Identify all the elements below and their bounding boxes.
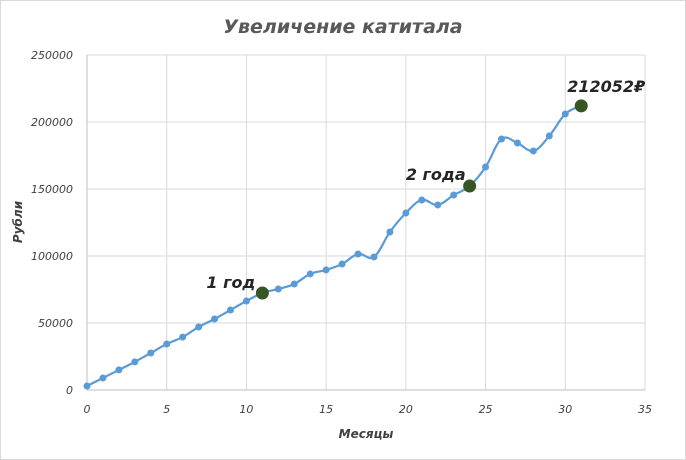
data-point bbox=[529, 147, 537, 155]
y-tick-label: 100000 bbox=[31, 250, 73, 263]
data-point bbox=[179, 333, 187, 341]
highlight-point bbox=[574, 99, 588, 113]
data-point bbox=[482, 163, 490, 171]
data-point bbox=[274, 285, 282, 293]
data-point bbox=[450, 191, 458, 199]
data-point bbox=[322, 266, 330, 274]
x-tick-label: 20 bbox=[399, 403, 413, 416]
x-axis-label: Месяцы bbox=[339, 427, 394, 441]
y-tick-label: 50000 bbox=[38, 317, 73, 330]
highlight-point bbox=[255, 286, 269, 300]
data-point bbox=[226, 306, 234, 314]
highlight-label: 1 год bbox=[206, 273, 255, 292]
gridlines bbox=[86, 54, 646, 391]
data-point bbox=[498, 135, 506, 143]
data-point bbox=[147, 349, 155, 357]
y-tick-label: 150000 bbox=[31, 183, 73, 196]
x-tick-label: 35 bbox=[638, 403, 652, 416]
data-point bbox=[545, 132, 553, 140]
data-point bbox=[290, 280, 298, 288]
x-tick-label: 0 bbox=[84, 403, 91, 416]
x-tick-label: 15 bbox=[319, 403, 333, 416]
x-tick-label: 5 bbox=[163, 403, 170, 416]
data-point bbox=[386, 228, 394, 236]
data-series bbox=[83, 102, 585, 390]
data-point bbox=[402, 209, 410, 217]
highlight-label: 212052₽ bbox=[567, 77, 646, 96]
data-point bbox=[83, 382, 91, 390]
highlight-label: 2 года bbox=[406, 165, 466, 184]
y-tick-label: 200000 bbox=[31, 116, 73, 129]
data-point bbox=[242, 297, 250, 305]
data-point bbox=[163, 340, 171, 348]
data-point bbox=[434, 201, 442, 209]
x-tick-label: 25 bbox=[479, 403, 493, 416]
x-tick-label: 30 bbox=[558, 403, 572, 416]
series-line bbox=[86, 104, 582, 387]
data-point bbox=[561, 110, 569, 118]
highlight-points: 1 год 2 года 212052₽ bbox=[206, 77, 646, 300]
chart-title: Увеличение катитала bbox=[223, 16, 462, 38]
data-point bbox=[131, 358, 139, 366]
data-point bbox=[513, 139, 521, 147]
y-tick-label: 250000 bbox=[31, 49, 73, 62]
y-tick-label: 0 bbox=[66, 384, 73, 397]
data-point bbox=[195, 323, 203, 331]
data-point bbox=[370, 253, 378, 261]
data-point bbox=[418, 196, 426, 204]
data-point bbox=[211, 315, 219, 323]
y-axis-ticks: 0 50000 100000 150000 200000 250000 bbox=[31, 49, 73, 397]
x-tick-label: 10 bbox=[239, 403, 253, 416]
data-point bbox=[99, 374, 107, 382]
data-point bbox=[338, 260, 346, 268]
data-point bbox=[306, 270, 314, 278]
data-point bbox=[354, 250, 362, 258]
data-point bbox=[115, 366, 123, 374]
highlight-point bbox=[463, 179, 477, 193]
x-axis-ticks: 0 5 10 15 20 25 30 35 bbox=[84, 403, 653, 416]
y-axis-label: Рубли bbox=[11, 200, 25, 243]
